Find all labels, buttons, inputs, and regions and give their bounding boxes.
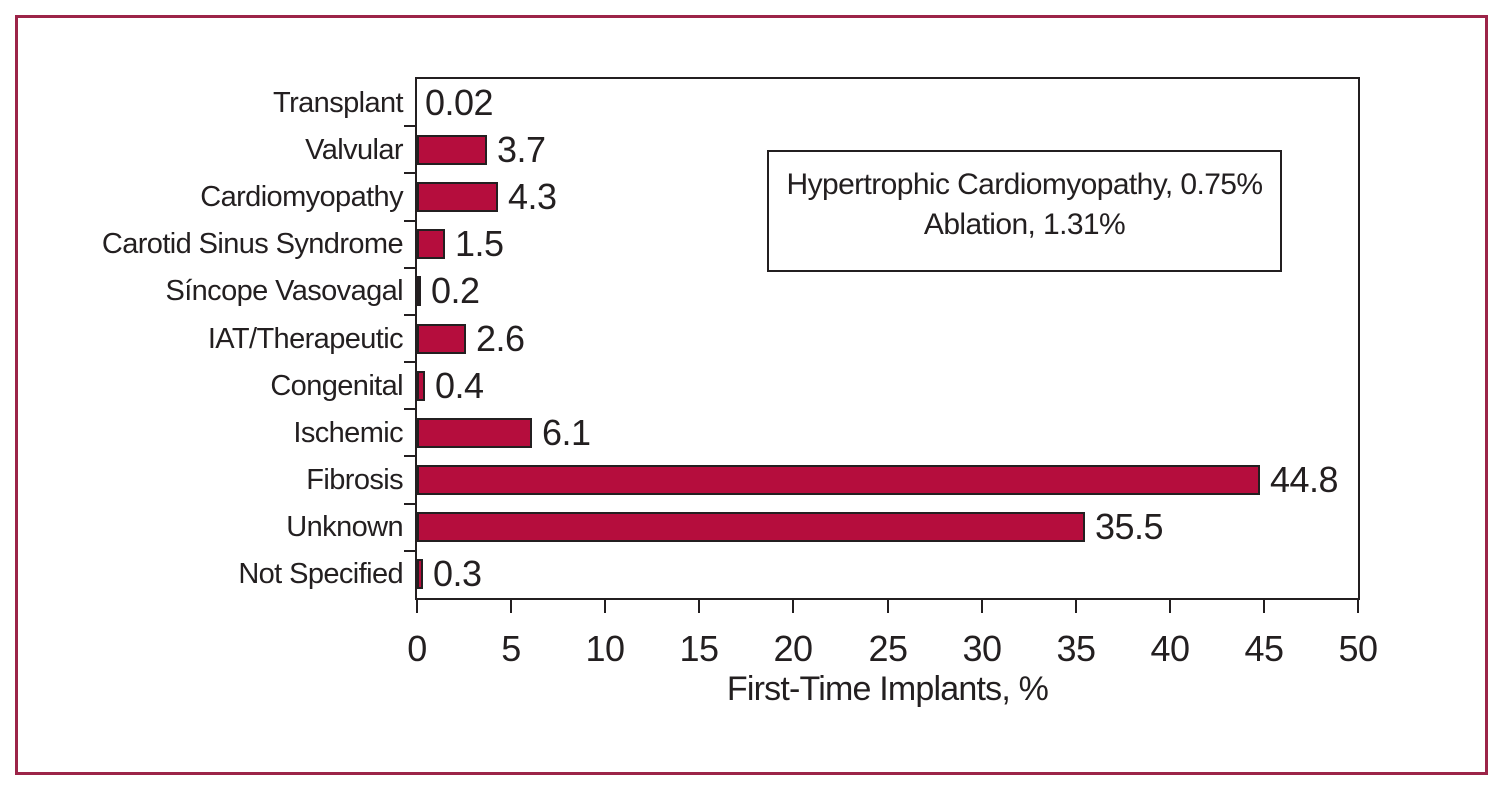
x-tick-label: 5 (501, 628, 521, 669)
bar (417, 417, 532, 448)
value-label: 3.7 (497, 129, 546, 170)
value-label: 0.4 (435, 365, 484, 406)
figure-frame: 0.02 3.7 4.3 1.5 0.2 2.6 0.4 6.1 44.8 35.5 0.3 Tra… (15, 15, 1488, 775)
x-tick (1263, 600, 1265, 613)
annotation-line-2: Ablation, 1.31% (923, 208, 1126, 241)
x-tick-label: 10 (585, 628, 625, 669)
y-tick (404, 361, 415, 363)
x-tick (981, 600, 983, 613)
category-label: IAT/Therapeutic (207, 323, 404, 355)
y-tick (404, 267, 415, 269)
bar (417, 181, 498, 212)
bar (417, 465, 1260, 496)
x-tick-label: 0 (407, 628, 427, 669)
category-label: Unknown (286, 511, 403, 543)
x-tick-label: 30 (962, 628, 1002, 669)
value-label: 0.3 (433, 553, 482, 594)
bar (417, 323, 466, 354)
bar (417, 512, 1085, 543)
category-label: Síncope Vasovagal (165, 275, 403, 307)
x-tick (1357, 600, 1359, 613)
annotation-line-1: Hypertrophic Cardiomyopathy, 0.75% (786, 168, 1264, 201)
annotation-box: Hypertrophic Cardiomyopathy, 0.75% Ablat… (767, 150, 1282, 272)
y-tick (404, 503, 415, 505)
category-label: Transplant (273, 87, 404, 119)
x-axis-label: First-Time Implants, % (726, 670, 1049, 708)
x-tick (1075, 600, 1077, 613)
bar (417, 370, 425, 401)
x-tick-label: 20 (773, 628, 813, 669)
bar (417, 229, 445, 260)
x-tick (1169, 600, 1171, 613)
x-tick-label: 35 (1056, 628, 1096, 669)
x-tick (604, 600, 606, 613)
y-tick (404, 125, 415, 127)
value-label: 0.02 (425, 82, 494, 123)
bar (417, 134, 487, 165)
y-tick (404, 408, 415, 410)
value-label: 2.6 (476, 318, 525, 359)
y-tick (404, 314, 415, 316)
x-tick (510, 600, 512, 613)
category-label: Valvular (305, 134, 403, 166)
value-label: 0.2 (431, 270, 480, 311)
x-tick-label: 15 (679, 628, 719, 669)
value-label: 35.5 (1095, 506, 1164, 547)
value-label: 4.3 (508, 176, 557, 217)
y-tick (404, 550, 415, 552)
category-label: Carotid Sinus Syndrome (101, 228, 404, 260)
category-label: Not Specified (238, 558, 403, 590)
category-label: Cardiomyopathy (200, 181, 403, 213)
y-tick (404, 455, 415, 457)
y-tick (404, 172, 415, 174)
x-tick (698, 600, 700, 613)
x-tick-label: 25 (868, 628, 908, 669)
category-label: Congenital (270, 370, 403, 402)
category-label: Fibrosis (306, 464, 403, 496)
y-tick (404, 220, 415, 222)
category-label: Ischemic (293, 417, 403, 449)
x-tick-label: 45 (1244, 628, 1284, 669)
x-tick (887, 600, 889, 613)
x-tick-label: 50 (1338, 628, 1378, 669)
value-label: 44.8 (1270, 459, 1339, 500)
x-tick (416, 600, 418, 613)
x-tick-label: 40 (1150, 628, 1190, 669)
x-tick (792, 600, 794, 613)
bar (417, 276, 421, 307)
bar (417, 559, 423, 590)
value-label: 1.5 (455, 223, 504, 264)
value-label: 6.1 (542, 412, 591, 453)
